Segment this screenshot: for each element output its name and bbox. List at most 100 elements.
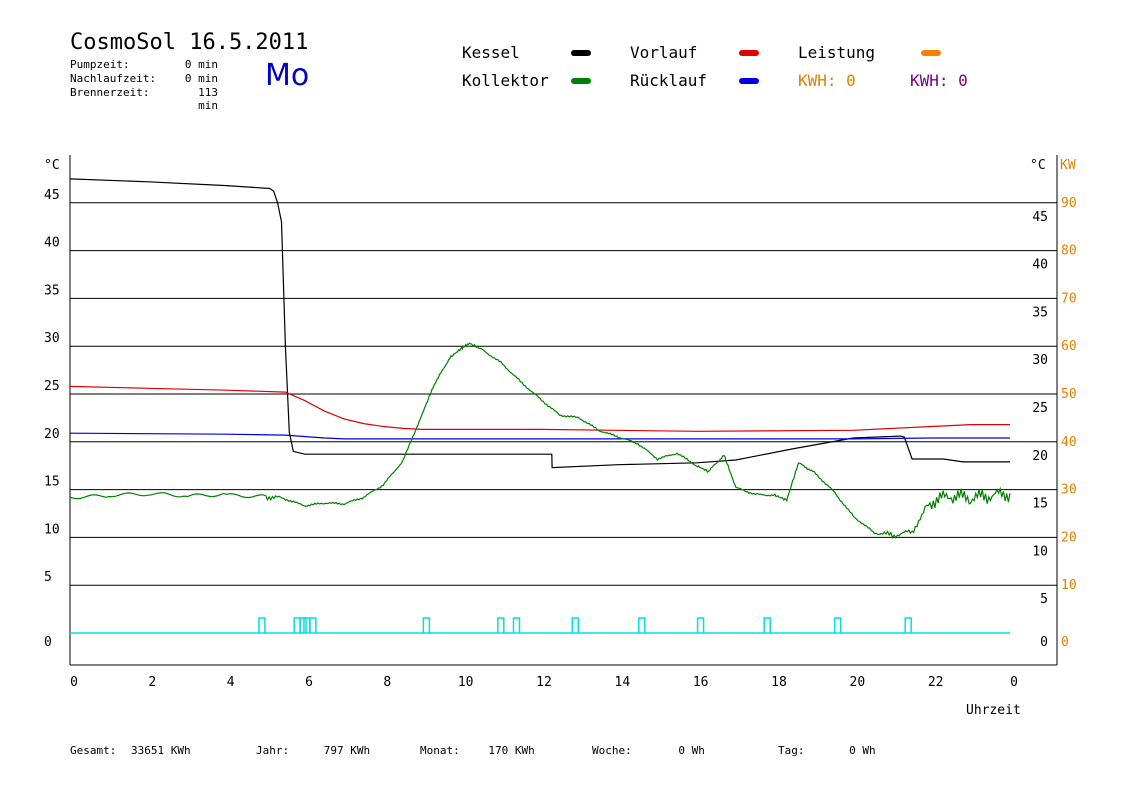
y-tick-kw: 0 <box>1061 635 1069 650</box>
y-tick-left: 30 <box>44 331 60 346</box>
y-tick-left: 35 <box>44 283 60 298</box>
x-tick: 14 <box>615 675 631 690</box>
y-tick-left: 15 <box>44 475 60 490</box>
footer-value: 170 KWh <box>488 744 535 757</box>
x-tick: 6 <box>305 675 313 690</box>
legend-ruecklauf-label: Rücklauf <box>630 71 708 90</box>
kwh-leistung: KWH: 0 <box>798 71 856 90</box>
series-line-kessel <box>69 178 1010 469</box>
grid-lines <box>70 202 1057 586</box>
x-tick: 18 <box>771 675 787 690</box>
stat-pumpzeit: Pumpzeit: 0 min <box>70 58 218 71</box>
y-tick-kw: 10 <box>1061 578 1077 593</box>
tick-labels: 0510152025303540450510152025303540450102… <box>44 188 1077 690</box>
switch-pulse <box>638 617 646 633</box>
y-tick-right: 45 <box>1032 210 1048 225</box>
y-tick-right: 20 <box>1032 449 1048 464</box>
kwh-second: KWH: 0 <box>910 71 968 90</box>
axes <box>69 155 1058 666</box>
switch-pulse <box>258 617 266 633</box>
footer-label: Monat: <box>420 744 460 757</box>
y-tick-kw: 30 <box>1061 483 1077 498</box>
y-tick-kw: 70 <box>1061 291 1077 306</box>
y-tick-right: 30 <box>1032 353 1048 368</box>
footer-woche: Woche: 0 Wh <box>592 744 705 757</box>
stat-label: Brennerzeit: <box>70 86 150 99</box>
footer-value: 797 KWh <box>323 744 371 757</box>
y-tick-left: 20 <box>44 427 60 442</box>
y-tick-kw: 60 <box>1061 339 1077 354</box>
legend-kessel-swatch <box>571 50 591 56</box>
footer-jahr: Jahr: 797 KWh <box>256 744 370 757</box>
y-tick-left: 5 <box>44 570 52 585</box>
footer-monat: Monat: 170 KWh <box>420 744 535 757</box>
weekday-label: Mo <box>265 58 310 93</box>
y-axis-unit-kw: KW <box>1060 158 1076 173</box>
y-tick-right: 40 <box>1032 258 1048 273</box>
x-tick: 4 <box>227 675 235 690</box>
y-tick-right: 15 <box>1032 497 1048 512</box>
y-tick-left: 45 <box>44 188 60 203</box>
footer-label: Gesamt: <box>70 744 117 757</box>
footer-label: Jahr: <box>256 744 290 757</box>
switch-pulses <box>70 617 1010 634</box>
stat-value: 113 min <box>198 86 218 112</box>
switch-pulse <box>833 617 842 633</box>
footer-value: 0 Wh <box>849 744 876 757</box>
y-tick-right: 0 <box>1040 635 1048 650</box>
y-tick-left: 40 <box>44 236 60 251</box>
x-tick: 10 <box>458 675 474 690</box>
y-tick-left: 25 <box>44 379 60 394</box>
footer-tag: Tag: 0 Wh <box>778 744 876 757</box>
y-tick-kw: 20 <box>1061 530 1077 545</box>
switch-pulse <box>497 617 505 633</box>
legend-vorlauf-label: Vorlauf <box>630 43 698 62</box>
y-axis-unit-left: °C <box>44 158 60 173</box>
legend-leistung-label: Leistung <box>798 43 876 62</box>
y-tick-kw: 90 <box>1061 196 1077 211</box>
legend-leistung-swatch <box>921 50 941 56</box>
switch-pulse <box>422 617 431 633</box>
legend-ruecklauf-swatch <box>739 78 759 84</box>
switch-pulse <box>904 617 912 633</box>
legend-kollektor-label: Kollektor <box>462 71 549 90</box>
y-axis-unit-right: °C <box>1030 158 1046 173</box>
footer-label: Tag: <box>778 744 805 757</box>
series-line-kollektor <box>69 342 1011 540</box>
switch-pulse <box>696 617 705 633</box>
legend-vorlauf-swatch <box>739 50 759 56</box>
y-tick-kw: 40 <box>1061 435 1077 450</box>
x-tick: 8 <box>383 675 391 690</box>
footer-value: 33651 KWh <box>130 744 191 757</box>
legend-kollektor-swatch <box>571 78 591 84</box>
x-tick: 0 <box>70 675 78 690</box>
switch-pulse <box>303 617 311 633</box>
x-tick: 16 <box>693 675 709 690</box>
chart-title: CosmoSol 16.5.2011 <box>70 30 309 55</box>
stat-nachlaufzeit: Nachlaufzeit: 0 min <box>70 72 218 85</box>
stat-label: Nachlaufzeit: <box>70 72 157 85</box>
y-tick-right: 10 <box>1032 544 1048 559</box>
x-tick: 22 <box>928 675 944 690</box>
stat-label: Pumpzeit: <box>70 58 130 71</box>
switch-pulse <box>293 617 301 633</box>
y-tick-right: 35 <box>1032 305 1048 320</box>
switch-pulse <box>512 617 521 633</box>
y-tick-left: 0 <box>44 635 52 650</box>
switch-pulse <box>571 617 579 633</box>
x-tick: 2 <box>148 675 156 690</box>
x-tick: 12 <box>536 675 552 690</box>
stat-value: 0 min <box>184 58 218 71</box>
footer-label: Woche: <box>592 744 632 757</box>
legend-kessel-label: Kessel <box>462 43 520 62</box>
x-tick: 0 <box>1010 675 1018 690</box>
y-tick-right: 5 <box>1040 592 1048 607</box>
y-tick-left: 10 <box>44 522 60 537</box>
x-axis-label: Uhrzeit <box>966 703 1021 718</box>
series-line-rücklauf <box>69 432 1010 440</box>
stat-brennerzeit: Brennerzeit: 113 min <box>70 86 218 112</box>
x-tick: 20 <box>850 675 866 690</box>
switch-pulse <box>309 617 317 633</box>
footer-gesamt: Gesamt: 33651 KWh <box>70 744 191 757</box>
